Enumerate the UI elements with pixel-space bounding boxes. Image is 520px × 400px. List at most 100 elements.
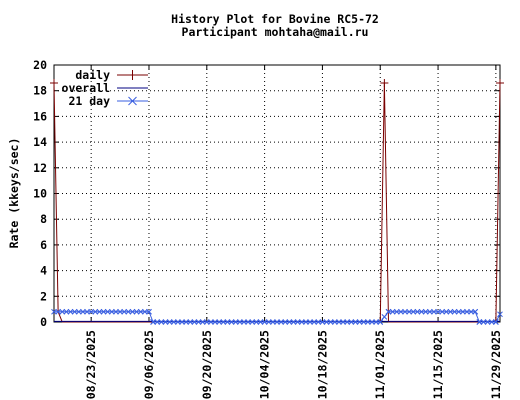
marker-21-day xyxy=(464,308,470,315)
marker-21-day xyxy=(154,319,161,325)
marker-21-day xyxy=(67,308,74,315)
marker-21-day xyxy=(183,319,190,325)
x-tick-label: 09/20/2025 xyxy=(200,330,214,399)
marker-21-day xyxy=(162,319,169,325)
marker-21-day xyxy=(179,319,185,325)
marker-21-day xyxy=(307,319,313,325)
y-tick-label: 6 xyxy=(40,238,47,252)
y-tick-label: 4 xyxy=(40,264,47,278)
marker-21-day xyxy=(113,308,119,315)
marker-21-day xyxy=(414,308,421,315)
marker-21-day xyxy=(344,319,351,325)
marker-21-day xyxy=(195,319,202,325)
marker-21-day xyxy=(331,319,338,325)
marker-21-day xyxy=(245,319,251,325)
marker-21-day xyxy=(88,308,95,315)
marker-21-day xyxy=(253,319,260,325)
legend-label-21-day: 21 day xyxy=(68,94,110,108)
marker-21-day xyxy=(208,319,214,325)
marker-21-day xyxy=(303,319,309,325)
series-line-daily xyxy=(53,82,501,323)
y-tick-label: 20 xyxy=(33,58,47,72)
marker-21-day xyxy=(373,319,379,325)
marker-21-day xyxy=(352,319,359,325)
marker-21-day xyxy=(212,319,218,325)
legend-marker-21-day xyxy=(128,96,137,106)
marker-21-day xyxy=(125,308,132,315)
marker-21-day xyxy=(340,319,346,325)
marker-21-day xyxy=(274,319,280,325)
marker-21-day xyxy=(393,308,400,315)
marker-21-day xyxy=(146,308,152,315)
marker-21-day xyxy=(117,308,123,315)
marker-21-day xyxy=(158,319,165,325)
marker-21-day xyxy=(294,319,301,325)
marker-21-day xyxy=(298,319,305,325)
marker-21-day xyxy=(389,308,396,315)
y-tick-label: 10 xyxy=(33,187,47,201)
marker-21-day xyxy=(187,319,194,325)
chart-subtitle: Participant mohtaha@mail.ru xyxy=(182,25,369,39)
marker-21-day xyxy=(398,308,404,315)
marker-21-day xyxy=(104,308,111,315)
marker-21-day xyxy=(323,319,330,325)
marker-21-day xyxy=(150,319,156,325)
x-tick-label: 10/18/2025 xyxy=(315,330,329,399)
marker-21-day xyxy=(282,319,289,325)
marker-21-day xyxy=(480,319,487,325)
chart-title: History Plot for Bovine RC5-72 xyxy=(171,12,379,26)
legend-label-daily: daily xyxy=(75,68,110,82)
marker-21-day xyxy=(422,308,429,315)
marker-21-day xyxy=(443,308,450,315)
marker-21-day xyxy=(55,308,61,315)
grid xyxy=(54,65,500,322)
marker-21-day xyxy=(377,319,384,325)
marker-21-day xyxy=(121,308,128,315)
marker-21-day xyxy=(75,308,82,315)
marker-21-day xyxy=(265,319,272,325)
marker-21-day xyxy=(96,308,103,315)
marker-21-day xyxy=(364,319,371,325)
marker-21-day xyxy=(319,319,326,325)
marker-21-day xyxy=(431,308,437,315)
x-tick-label: 11/01/2025 xyxy=(373,330,387,399)
series-line-21-day xyxy=(54,311,501,323)
marker-21-day xyxy=(406,308,413,315)
y-tick-label: 18 xyxy=(33,84,47,98)
marker-21-day xyxy=(228,319,235,325)
marker-21-day xyxy=(137,308,144,315)
marker-21-day xyxy=(278,319,284,325)
marker-21-day xyxy=(402,308,408,315)
marker-21-day xyxy=(418,308,425,315)
marker-21-day xyxy=(381,314,388,320)
x-tick-label: 08/23/2025 xyxy=(84,330,98,399)
marker-21-day xyxy=(63,308,70,315)
marker-21-day xyxy=(220,319,227,325)
marker-21-day xyxy=(133,308,140,315)
marker-21-day xyxy=(191,319,198,325)
marker-21-day xyxy=(203,319,210,325)
marker-21-day xyxy=(166,319,173,325)
marker-21-day xyxy=(286,319,293,325)
marker-21-day xyxy=(336,319,342,325)
marker-21-day xyxy=(241,319,247,325)
marker-21-day xyxy=(175,319,181,325)
marker-21-day xyxy=(426,308,433,315)
marker-21-day xyxy=(59,308,66,315)
y-tick-label: 0 xyxy=(40,315,47,329)
marker-daily xyxy=(496,78,504,87)
marker-21-day xyxy=(493,319,499,325)
legend: daily overall 21 day xyxy=(62,68,148,108)
marker-21-day xyxy=(497,311,503,318)
marker-21-day xyxy=(290,319,297,325)
plot-frame xyxy=(53,64,501,323)
x-tick-label: 11/15/2025 xyxy=(431,330,445,399)
marker-21-day xyxy=(199,319,206,325)
marker-21-day xyxy=(270,319,276,325)
marker-21-day xyxy=(369,319,375,325)
marker-21-day xyxy=(261,319,268,325)
marker-21-day xyxy=(327,319,334,325)
marker-21-day xyxy=(315,319,322,325)
y-tick-label: 8 xyxy=(40,212,47,226)
marker-21-day xyxy=(410,308,417,315)
